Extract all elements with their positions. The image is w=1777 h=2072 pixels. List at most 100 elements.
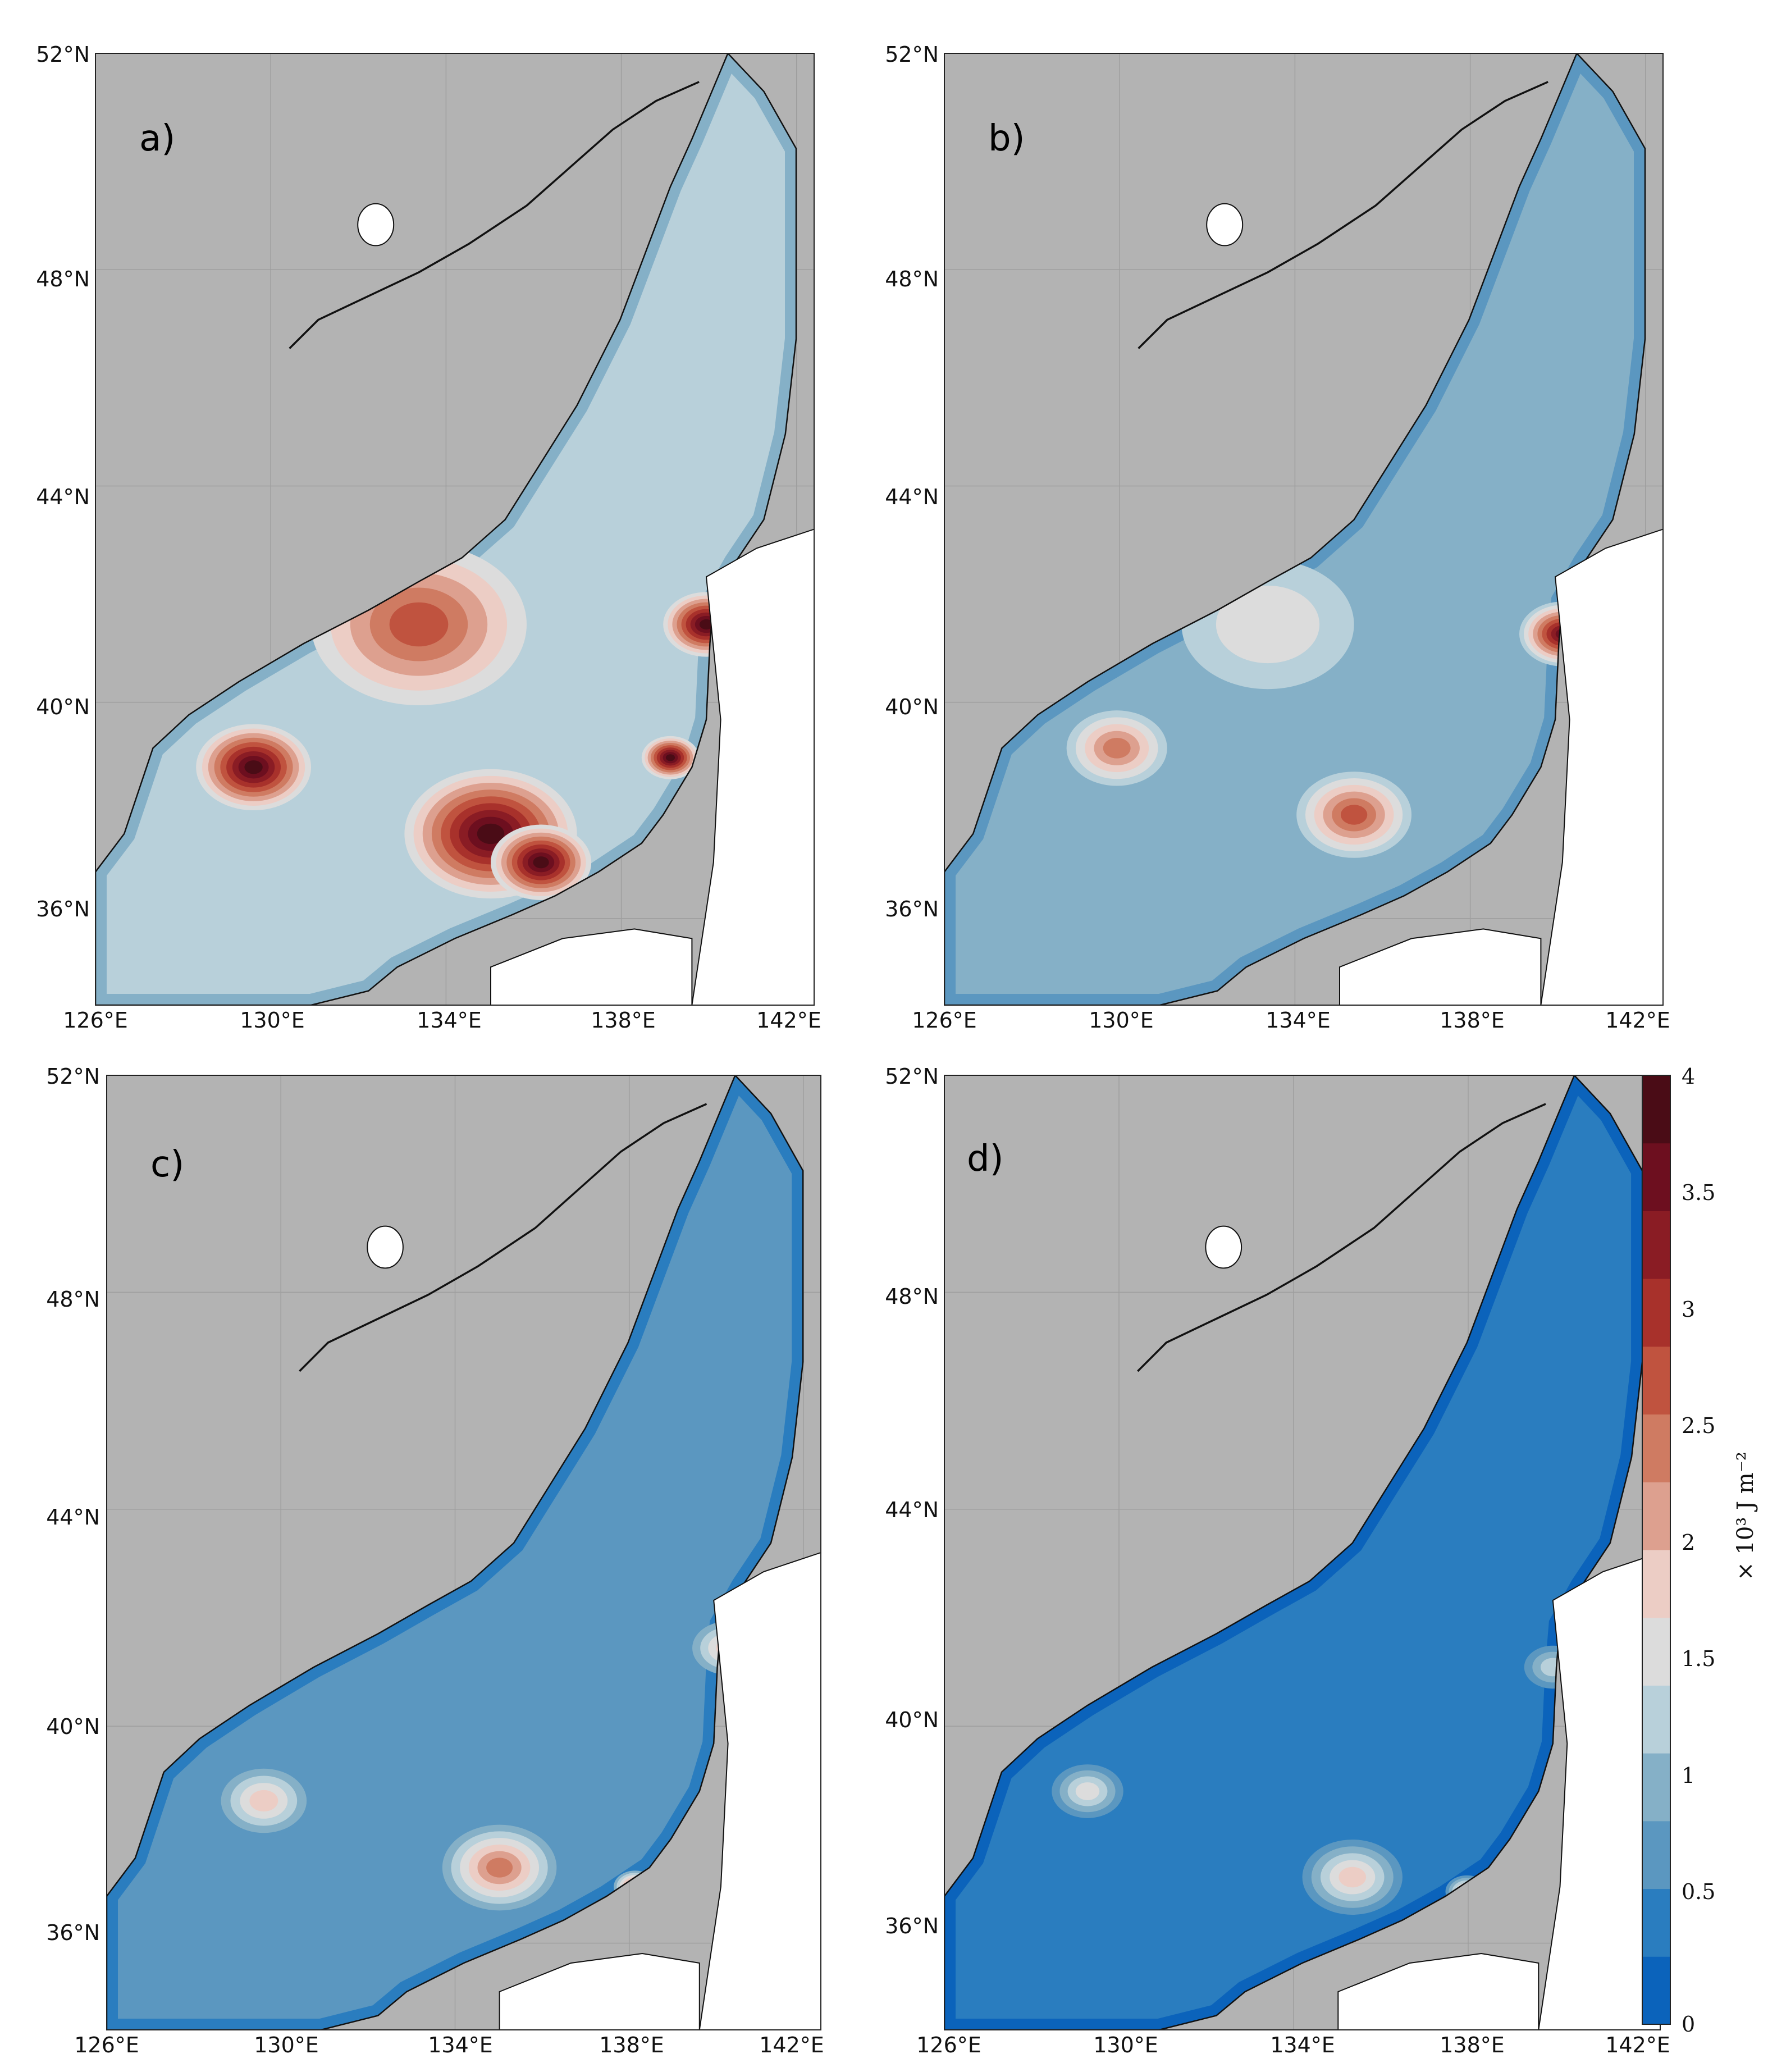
lake	[357, 203, 395, 247]
energy-contour	[1216, 585, 1320, 664]
map-panel-a	[95, 53, 815, 1006]
colorbar-swatch	[1642, 1414, 1670, 1482]
colorbar-swatch	[1642, 1346, 1670, 1415]
colorbar-tick-label: 2	[1682, 1530, 1695, 1555]
lat-tick-label: 52°N	[46, 1064, 100, 1089]
colorbar-tick-label: 0.5	[1682, 1879, 1715, 1904]
lon-tick-label: 134°E	[1270, 2033, 1335, 2057]
colorbar-swatches	[1642, 1075, 1670, 2025]
panel-frame	[106, 1075, 821, 2030]
lon-tick-label: 126°E	[912, 1008, 977, 1033]
colorbar-swatch	[1642, 1211, 1670, 1279]
outside-domain	[490, 928, 693, 1005]
panel-b-axes: 52°N 48°N 44°N 40°N 36°N 126°E 130°E 134…	[885, 42, 1670, 1033]
lake	[367, 1225, 404, 1269]
energy-contour	[699, 619, 714, 630]
lon-tick-label: 130°E	[254, 2033, 319, 2057]
panel-label-b: b)	[988, 118, 1025, 159]
lat-tick-label: 52°N	[36, 42, 90, 67]
energy-contour	[477, 823, 505, 845]
river	[289, 81, 700, 349]
energy-contour	[665, 754, 675, 761]
lat-tick-label: 48°N	[885, 1284, 939, 1309]
energy-contour	[249, 1790, 278, 1812]
lon-tick-label: 142°E	[756, 1008, 821, 1033]
lon-tick-label: 126°E	[63, 1008, 128, 1033]
lon-tick-label: 134°E	[1266, 1008, 1331, 1033]
lon-tick-label: 130°E	[1093, 2033, 1158, 2057]
lon-tick-label: 134°E	[428, 2033, 493, 2057]
colorbar-tick-label: 3.5	[1682, 1180, 1715, 1205]
energy-contour	[1339, 1866, 1367, 1888]
lat-tick-label: 40°N	[885, 1708, 939, 1732]
colorbar-tick-label: 3	[1682, 1297, 1695, 1322]
lon-tick-label: 126°E	[74, 2033, 139, 2057]
lat-tick-label: 44°N	[885, 485, 939, 509]
panel-label-c: c)	[150, 1144, 184, 1185]
colorbar-swatch	[1642, 1617, 1670, 1686]
map-panel-b	[944, 53, 1664, 1006]
energy-contour	[244, 760, 263, 774]
lat-tick-label: 52°N	[885, 42, 939, 67]
lon-tick-label: 134°E	[417, 1008, 482, 1033]
panel-label-d: d)	[967, 1138, 1004, 1180]
lon-tick-label: 138°E	[591, 1008, 656, 1033]
river	[1138, 81, 1548, 349]
lon-tick-label: 130°E	[240, 1008, 305, 1033]
panel-d-axes: 52°N 48°N 44°N 40°N 36°N 126°E 130°E 134…	[885, 1064, 1670, 2057]
energy-contour	[1103, 738, 1131, 759]
lat-tick-label: 36°N	[46, 1920, 100, 1945]
outside-domain	[1538, 1551, 1660, 2030]
lon-tick-label: 142°E	[1605, 2033, 1670, 2057]
outside-domain	[1540, 528, 1663, 1005]
energy-contour	[533, 856, 549, 869]
coastline	[944, 53, 1646, 1005]
lake	[1206, 203, 1244, 247]
lon-tick-label: 130°E	[1089, 1008, 1154, 1033]
energy-contour	[486, 1858, 513, 1878]
lat-tick-label: 40°N	[36, 695, 90, 719]
lon-tick-label: 138°E	[599, 2033, 664, 2057]
river	[299, 1103, 707, 1372]
lat-tick-label: 36°N	[885, 1914, 939, 1938]
colorbar-tick-label: 0	[1682, 2012, 1695, 2037]
lat-tick-label: 36°N	[885, 897, 939, 921]
energy-contour	[1340, 805, 1368, 825]
colorbar-swatch	[1642, 1279, 1670, 1347]
energy-contour	[1075, 1782, 1100, 1800]
colorbar-swatch	[1642, 1482, 1670, 1550]
colorbar-swatch	[1642, 1075, 1670, 1144]
colorbar-swatch	[1642, 1685, 1670, 1754]
river	[1137, 1103, 1546, 1372]
panel-frame	[95, 53, 815, 1006]
lat-tick-label: 44°N	[46, 1505, 100, 1530]
colorbar-swatch	[1642, 1143, 1670, 1211]
map-panel-c	[106, 1075, 821, 2030]
lat-tick-label: 36°N	[36, 897, 90, 921]
outside-domain	[691, 528, 814, 1005]
lon-tick-label: 138°E	[1440, 1008, 1505, 1033]
outside-domain	[1339, 928, 1542, 1005]
colorbar-tick-label: 2.5	[1682, 1413, 1715, 1438]
colorbar-swatch	[1642, 1888, 1670, 1957]
colorbar-swatch	[1642, 1956, 1670, 2025]
outside-domain	[698, 1551, 821, 2030]
colorbar-title: × 10³ J m⁻²	[1733, 1452, 1758, 1581]
lat-tick-label: 44°N	[36, 485, 90, 509]
colorbar-frame	[1642, 1075, 1671, 2025]
lat-tick-label: 48°N	[46, 1287, 100, 1312]
lon-tick-label: 126°E	[916, 2033, 981, 2057]
lon-tick-label: 142°E	[759, 2033, 824, 2057]
map-panel-d	[944, 1075, 1661, 2030]
panel-label-a: a)	[139, 118, 175, 159]
coastline	[95, 53, 797, 1005]
lon-tick-label: 138°E	[1440, 2033, 1505, 2057]
lat-tick-label: 48°N	[885, 267, 939, 291]
panel-c-axes: 52°N 48°N 44°N 40°N 36°N 126°E 130°E 134…	[46, 1064, 824, 2057]
panel-frame	[944, 53, 1664, 1006]
colorbar-swatch	[1642, 1550, 1670, 1618]
lat-tick-label: 40°N	[885, 695, 939, 719]
lat-tick-label: 48°N	[36, 267, 90, 291]
coastline	[944, 1075, 1643, 2030]
